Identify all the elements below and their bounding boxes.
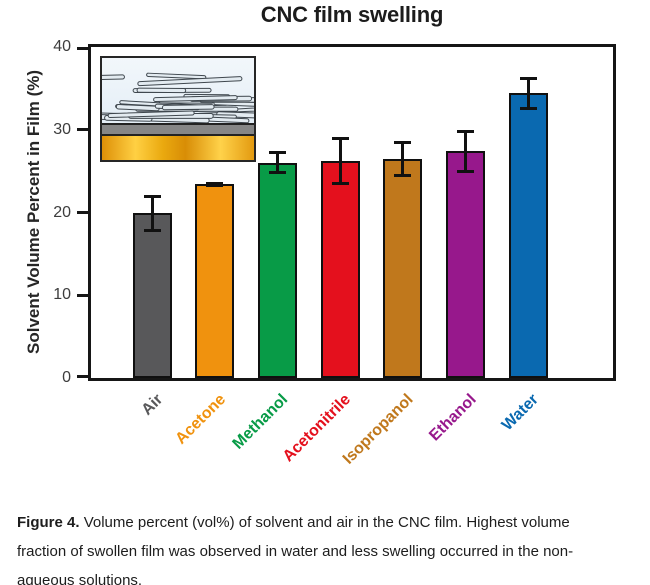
bar-water [508,93,548,378]
cnc-rod [102,74,125,81]
cnc-rods-illustration [102,72,254,124]
category-label-air: Air [138,391,167,419]
inset-cnc-film-illustration [100,56,256,162]
caption-line-1: Figure 4. Volume percent (vol%) of solve… [17,508,643,537]
error-bar-water [526,76,530,110]
cnc-rod [161,104,215,111]
bar-isopropanol [383,158,423,378]
error-bar-cap [331,182,349,186]
y-axis-tick [77,47,88,50]
error-bar-ethanol [464,129,467,173]
y-axis-tick-label: 40 [53,38,71,55]
y-axis-tick-label: 30 [53,120,71,138]
inset-gray-substrate-layer [102,123,254,136]
caption-text-1: Volume percent (vol%) of solvent and air… [83,514,570,531]
inset-gold-substrate-layer [102,136,254,160]
bar-methanol [257,162,297,378]
y-axis-tick-label: 0 [62,369,71,386]
bar-ethanol [446,151,485,378]
error-bar-cap [457,169,474,173]
caption-line-2: fraction of swollen film was observed in… [17,543,574,560]
y-axis-tick [77,128,88,132]
error-bar-cap [268,151,286,155]
category-label-methanol: Methanol [229,391,292,453]
error-bar-cap [143,195,161,199]
error-bar-cap [457,129,474,133]
y-axis-tick [77,293,88,297]
category-label-ethanol: Ethanol [426,391,480,445]
error-bar-cap [519,106,537,110]
category-label-water: Water [499,391,543,435]
cnc-rod [107,110,195,119]
bar-air [132,213,172,378]
cnc-rod [136,87,187,94]
error-bar-methanol [275,151,279,175]
bar-acetone [195,184,235,378]
cnc-rod [137,76,243,87]
error-bar-cap [519,76,537,80]
y-axis-tick-label: 20 [53,203,71,221]
error-bar-cap [206,183,224,187]
figure-caption: Figure 4. Volume percent (vol%) of solve… [17,508,643,585]
y-axis-tick-label: 10 [53,286,71,304]
error-bar-acetonitrile [338,137,342,186]
error-bar-cap [394,173,412,177]
bar-acetonitrile [320,161,360,378]
error-bar-air [150,195,154,232]
chart-title: CNC film swelling [260,2,444,27]
error-bar-cap [268,171,286,175]
caption-figure-number: Figure 4. [17,514,80,531]
plot-area: 0 10 20 30 40 Air Acetone Methanol Acetonitrile I… [53,38,616,468]
cnc-rod [153,95,238,103]
error-bar-cap [394,140,412,144]
caption-line-3: aqueous solutions. [17,572,143,585]
error-bar-cap [143,228,161,232]
cnc-rod [146,72,207,80]
error-bar-cap [206,181,224,185]
category-label-acetone: Acetone [172,391,229,448]
y-axis-tick [77,211,88,214]
y-axis-tick [77,375,88,378]
cnc-rod [216,111,254,121]
error-bar-isopropanol [401,140,405,177]
error-bar-cap [331,137,349,141]
